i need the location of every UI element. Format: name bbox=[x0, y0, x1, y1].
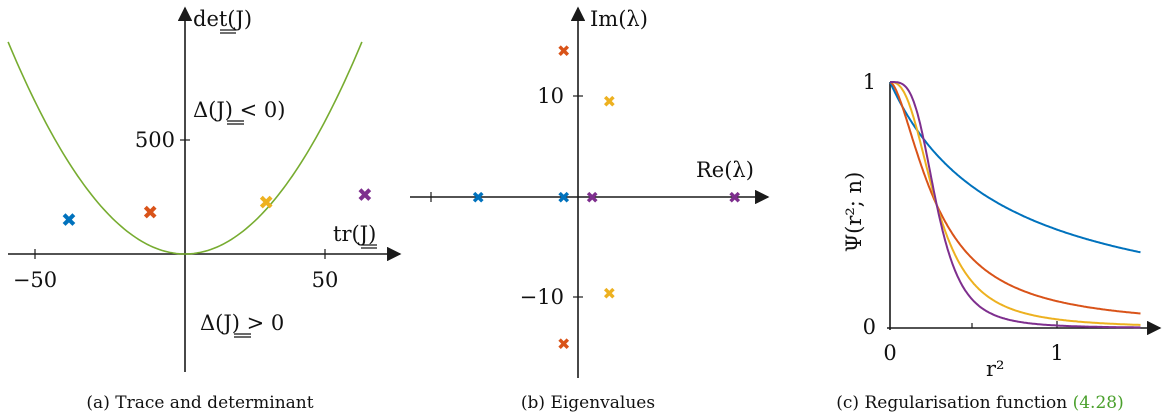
marker-point: ✖ bbox=[61, 209, 77, 231]
x-tick-label: −50 bbox=[13, 268, 57, 292]
eigenvalue-marker: ✖ bbox=[728, 188, 741, 207]
eigenvalue-marker: ✖ bbox=[472, 188, 485, 207]
eigenvalue-marker: ✖ bbox=[557, 42, 570, 61]
psi-curve bbox=[890, 81, 1141, 329]
annotation-negative-discriminant: Δ(J) < 0) bbox=[193, 98, 285, 122]
panel-trace-determinant: −50 50 500 det(J) tr(J) Δ(J) < 0) Δ(J) >… bbox=[7, 6, 402, 413]
x-axis-label: tr(J) bbox=[333, 222, 376, 246]
x-tick-label: 0 bbox=[883, 341, 896, 365]
eigenvalue-marker: ✖ bbox=[586, 188, 599, 207]
eigenvalue-marker: ✖ bbox=[557, 188, 570, 207]
x-axis-label: r² bbox=[986, 357, 1004, 381]
y-tick-label: 1 bbox=[863, 70, 876, 94]
x-tick-label: 50 bbox=[312, 268, 339, 292]
y-axis-label: Ψ(r²; n) bbox=[842, 172, 866, 253]
caption-c: (c) Regularisation function (4.28) bbox=[836, 393, 1123, 413]
eigenvalue-marker: ✖ bbox=[557, 334, 570, 353]
y-axis-label: Im(λ) bbox=[590, 7, 648, 31]
y-tick-label: 10 bbox=[537, 84, 564, 108]
x-axis-label: Re(λ) bbox=[696, 158, 754, 182]
panel-regularisation-function: 1 0 0 1 r² Ψ(r²; n) (c) Regularisation f… bbox=[836, 70, 1162, 413]
psi-curve bbox=[890, 81, 1141, 326]
psi-curve bbox=[889, 81, 1141, 315]
y-tick-label: −10 bbox=[520, 285, 564, 309]
equation-reference-link[interactable]: (4.28) bbox=[1073, 393, 1124, 413]
discriminant-curve bbox=[7, 41, 363, 255]
marker-point: ✖ bbox=[258, 192, 274, 214]
marker-point: ✖ bbox=[142, 202, 158, 224]
eigenvalue-marker: ✖ bbox=[603, 92, 616, 111]
psi-curve bbox=[889, 81, 1141, 254]
y-tick-label: 500 bbox=[135, 128, 175, 152]
eigenvalue-marker: ✖ bbox=[603, 284, 616, 303]
y-axis-label: det(J) bbox=[193, 7, 252, 31]
x-tick-label: 1 bbox=[1050, 341, 1063, 365]
annotation-positive-discriminant: Δ(J) > 0 bbox=[200, 311, 284, 335]
caption-a: (a) Trace and determinant bbox=[86, 393, 313, 413]
caption-b: (b) Eigenvalues bbox=[521, 393, 655, 413]
panel-eigenvalues: 10 −10 Im(λ) Re(λ) ✖ ✖ ✖ ✖ ✖ ✖ ✖ ✖ (b) Eigenval… bbox=[410, 6, 770, 413]
marker-point: ✖ bbox=[357, 184, 373, 206]
caption-c-text: (c) Regularisation function bbox=[836, 393, 1072, 413]
y-tick-label: 0 bbox=[863, 315, 876, 339]
